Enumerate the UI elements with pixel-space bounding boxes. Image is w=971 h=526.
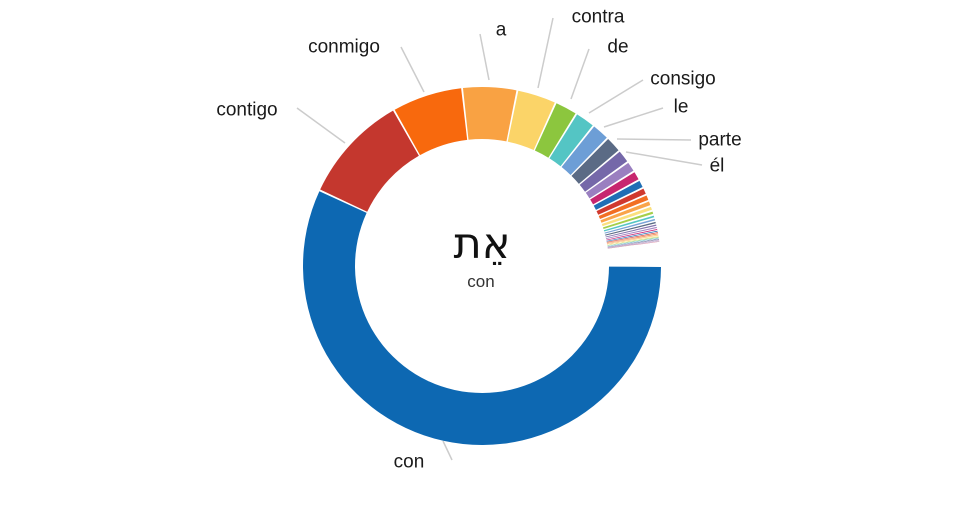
segment-minor-12[interactable] xyxy=(593,180,643,210)
segment-minor-33[interactable] xyxy=(607,239,660,248)
segment-minor-37[interactable] xyxy=(607,241,660,249)
segment-minor-36[interactable] xyxy=(607,240,660,249)
segment-contra[interactable] xyxy=(507,90,555,150)
segment-minor-27[interactable] xyxy=(607,234,659,245)
leader-line-a xyxy=(479,33,490,81)
segment-label-contigo: contigo xyxy=(216,100,277,121)
segment-minor-19[interactable] xyxy=(604,218,656,234)
segment-label-contra: contra xyxy=(572,7,625,28)
leader-line-él xyxy=(625,151,703,166)
segment-minor-11[interactable] xyxy=(590,172,639,205)
leader-line-contigo xyxy=(296,107,346,144)
segment-minor-14[interactable] xyxy=(598,195,649,220)
leader-line-contra xyxy=(537,17,554,89)
leader-line-con xyxy=(442,440,453,461)
segment-label-conmigo: conmigo xyxy=(308,37,380,58)
segment-minor-20[interactable] xyxy=(605,221,656,236)
segment-minor-34[interactable] xyxy=(607,240,660,248)
segment-minor-21[interactable] xyxy=(605,224,657,238)
segment-label-a: a xyxy=(496,20,507,41)
segment-a[interactable] xyxy=(462,86,517,142)
segment-minor-29[interactable] xyxy=(607,236,659,246)
segment-le[interactable] xyxy=(561,126,607,175)
segment-minor-22[interactable] xyxy=(605,226,657,239)
leader-line-parte xyxy=(616,138,692,141)
segment-minor-13[interactable] xyxy=(596,188,646,215)
segment-minor-25[interactable] xyxy=(606,232,658,243)
segment-label-le: le xyxy=(674,97,689,118)
segment-label-él: él xyxy=(710,156,725,177)
segment-minor-17[interactable] xyxy=(602,211,654,229)
leader-line-le xyxy=(603,107,664,128)
segment-minor-28[interactable] xyxy=(607,235,659,245)
leader-line-consigo xyxy=(588,79,644,114)
segment-conmigo[interactable] xyxy=(394,88,468,156)
segment-parte[interactable] xyxy=(571,138,619,184)
segment-minor-31[interactable] xyxy=(607,238,659,247)
leader-line-conmigo xyxy=(400,46,425,93)
segment-minor-30[interactable] xyxy=(607,237,659,247)
segment-minor-24[interactable] xyxy=(606,230,658,242)
segment-minor-23[interactable] xyxy=(606,228,658,241)
segment-minor-35[interactable] xyxy=(607,240,660,249)
segment-label-parte: parte xyxy=(698,130,741,151)
segment-label-con: con xyxy=(394,452,425,473)
segment-label-consigo: consigo xyxy=(650,69,716,90)
segment-label-de: de xyxy=(607,37,628,58)
segment-minor-32[interactable] xyxy=(607,239,659,248)
segment-consigo[interactable] xyxy=(549,114,593,167)
segment-minor-18[interactable] xyxy=(603,215,655,232)
segment-contigo[interactable] xyxy=(320,110,419,212)
segment-minor-26[interactable] xyxy=(606,233,659,244)
segment-minor-15[interactable] xyxy=(600,201,651,223)
segment-minor-10[interactable] xyxy=(585,162,634,199)
leader-line-de xyxy=(570,48,590,100)
segment-minor-38[interactable] xyxy=(607,241,660,249)
segment-minor-16[interactable] xyxy=(601,206,652,227)
segment-de[interactable] xyxy=(534,103,576,158)
segment-con[interactable] xyxy=(303,191,661,445)
segment-él[interactable] xyxy=(579,151,628,192)
